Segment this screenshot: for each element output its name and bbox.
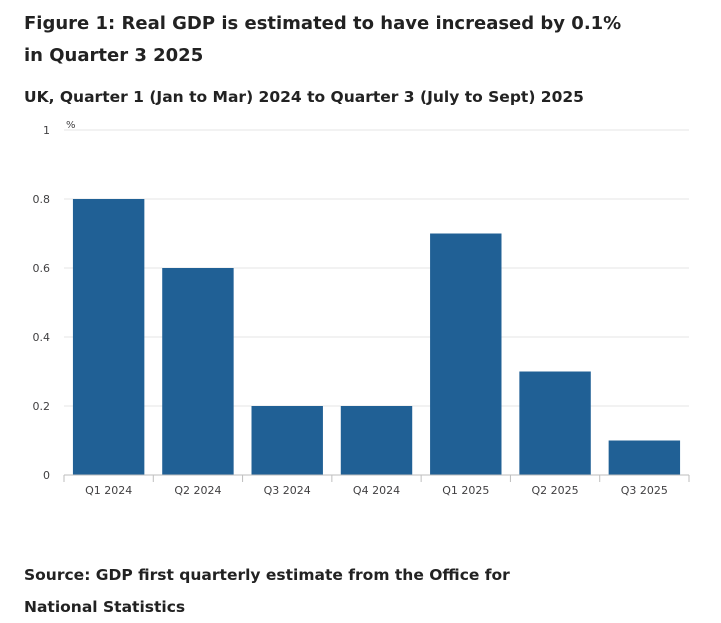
x-tick-label: Q2 2025: [531, 484, 578, 497]
x-tick-label: Q2 2024: [174, 484, 221, 497]
bar: [608, 440, 681, 475]
bar: [162, 268, 234, 475]
y-axis-tick-labels: 0 0.2 0.4 0.6 0.8 1: [33, 124, 51, 482]
x-tick-label: Q4 2024: [353, 484, 400, 497]
chart-title: Figure 1: Real GDP is estimated to have …: [24, 13, 622, 66]
y-tick-label: 0.2: [33, 400, 51, 413]
chart-subtitle: UK, Quarter 1 (Jan to Mar) 2024 to Quart…: [24, 88, 584, 106]
x-tick-label: Q3 2024: [264, 484, 311, 497]
bar: [519, 371, 591, 475]
y-tick-label: 0: [43, 469, 50, 482]
y-tick-label: 0.8: [33, 193, 51, 206]
x-axis: [63, 474, 690, 482]
bar: [251, 406, 323, 475]
x-tick-label: Q1 2024: [85, 484, 132, 497]
bar: [340, 406, 413, 475]
chart-source: Source: GDP first quarterly estimate fro…: [24, 566, 510, 616]
x-tick-label: Q3 2025: [621, 484, 668, 497]
y-tick-label: 1: [43, 124, 50, 137]
y-axis-unit-label: %: [66, 120, 76, 131]
y-tick-label: 0.6: [33, 262, 51, 275]
bars: [72, 199, 681, 475]
y-tick-label: 0.4: [33, 331, 51, 344]
bar-chart: 0 0.2 0.4 0.6 0.8 1 % Q1 2024 Q2 2024 Q3 2024 Q4…: [33, 120, 690, 497]
gridlines: [64, 129, 689, 407]
bar: [72, 199, 145, 475]
x-axis-tick-labels: Q1 2024 Q2 2024 Q3 2024 Q4 2024 Q1 2025 Q2 20…: [85, 484, 668, 497]
x-tick-label: Q1 2025: [442, 484, 489, 497]
bar: [430, 233, 502, 475]
